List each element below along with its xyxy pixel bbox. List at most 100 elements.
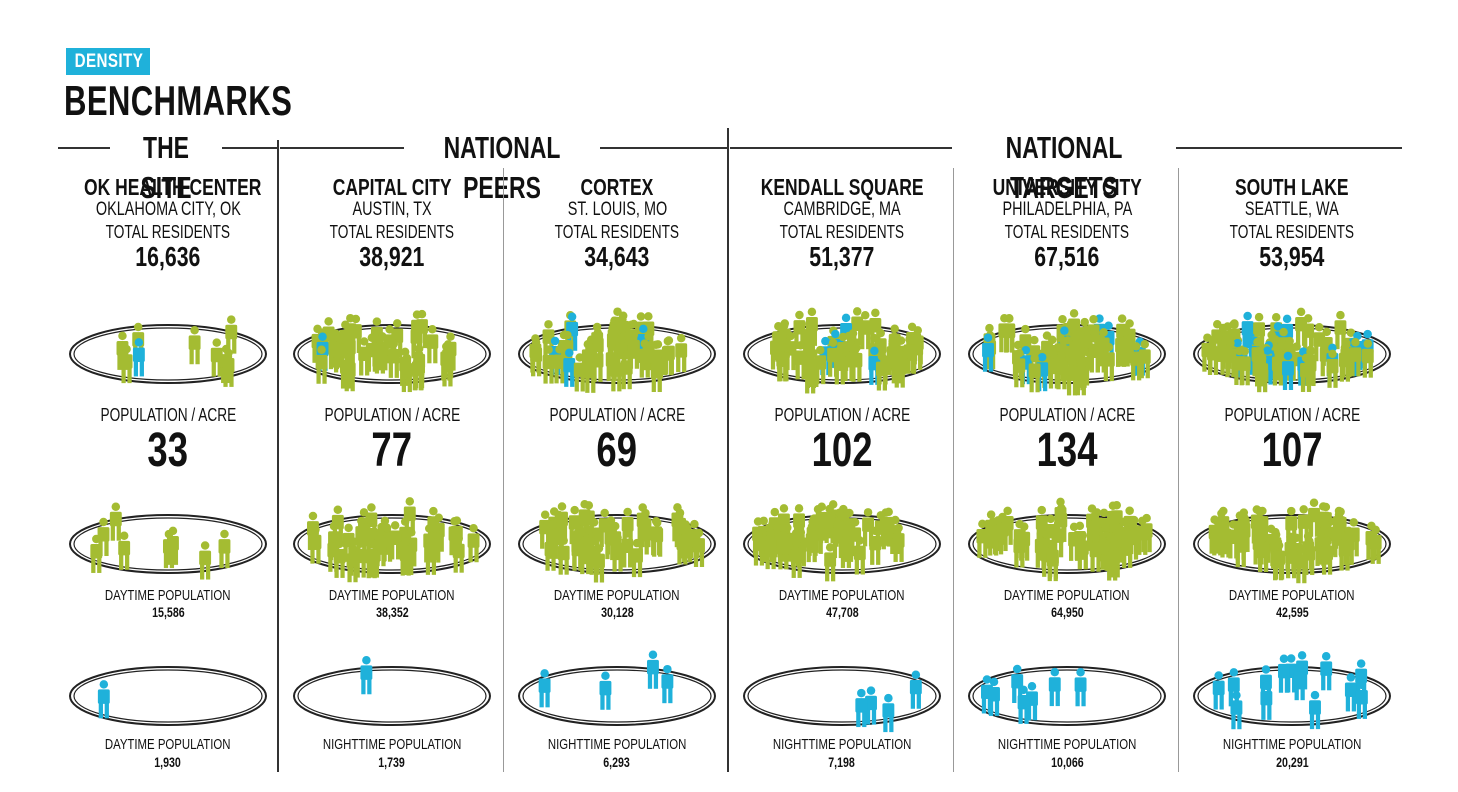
person-icon	[621, 507, 634, 546]
residents-label: TOTAL RESIDENTS	[329, 222, 455, 242]
column-separator	[953, 168, 954, 772]
benchmark-column: KENDALL SQUARE CAMBRIDGE, MA TOTAL RESIDEN…	[730, 168, 954, 778]
person-icon	[905, 335, 917, 374]
person-icon	[875, 352, 888, 391]
person-icon	[1017, 685, 1030, 724]
residents-value: 16,636	[135, 241, 201, 272]
site-ellipse-inner	[972, 669, 1162, 723]
site-ellipse	[743, 666, 941, 726]
column-name: CORTEX	[580, 174, 654, 200]
person-icon	[1295, 544, 1308, 584]
person-icon	[346, 543, 359, 583]
divider-rule	[280, 147, 410, 149]
person-icon	[804, 355, 817, 394]
person-icon	[859, 310, 872, 350]
stat2-label: NIGHTTIME POPULATION	[997, 736, 1137, 753]
person-icon	[557, 536, 570, 575]
stat1-label: DAYTIME POPULATION	[329, 587, 455, 604]
person-icon	[855, 688, 868, 728]
stat1-label: DAYTIME POPULATION	[1004, 587, 1130, 604]
person-icon	[118, 531, 131, 570]
person-icon	[222, 348, 235, 387]
person-icon	[1300, 353, 1312, 392]
density-value: 77	[371, 424, 413, 477]
person-icon	[538, 669, 551, 708]
person-icon	[1052, 519, 1065, 558]
site-ellipse-inner	[73, 327, 263, 381]
person-icon	[387, 339, 400, 378]
density-value: 134	[1036, 424, 1098, 477]
person-icon	[982, 333, 994, 372]
person-icon	[1136, 516, 1149, 555]
column-name: KENDALL SQUARE	[760, 174, 924, 200]
person-icon	[399, 537, 412, 576]
person-icon	[893, 349, 906, 388]
nighttime-crowd	[1193, 651, 1391, 730]
person-icon	[909, 670, 922, 709]
daytime-crowd	[1193, 498, 1391, 584]
person-icon	[805, 523, 818, 563]
person-icon	[1234, 528, 1247, 568]
benchmark-column: CORTEX ST. LOUIS, MO TOTAL RESIDENTS 34,643…	[505, 168, 729, 778]
person-icon	[1013, 349, 1026, 388]
density-value: 33	[147, 424, 189, 477]
density-label: POPULATION / ACRE	[549, 405, 685, 425]
residents-label: TOTAL RESIDENTS	[105, 222, 231, 242]
column-separator	[503, 168, 504, 772]
person-icon	[1089, 533, 1102, 572]
benchmark-column: OK HEALTH CENTER OKLAHOMA CITY, OK TOTAL R…	[56, 168, 280, 778]
density-value: 69	[596, 424, 638, 477]
stat1-label: DAYTIME POPULATION	[779, 587, 905, 604]
person-icon	[579, 535, 592, 575]
stat2-label: NIGHTTIME POPULATION	[322, 736, 462, 753]
person-icon	[343, 352, 356, 392]
person-icon	[676, 526, 689, 565]
residents-crowd	[1193, 307, 1391, 393]
stat2-label: DAYTIME POPULATION	[105, 736, 231, 753]
site-ellipse-inner	[297, 669, 487, 723]
person-icon	[1130, 342, 1143, 381]
person-icon	[1076, 531, 1089, 570]
residents-label: TOTAL RESIDENTS	[1004, 222, 1130, 242]
benchmark-column: CAPITAL CITY AUSTIN, TX TOTAL RESIDENTS 38,…	[280, 168, 504, 778]
person-icon	[1355, 680, 1368, 719]
column-name: CAPITAL CITY	[332, 174, 452, 200]
residents-label: TOTAL RESIDENTS	[1229, 222, 1355, 242]
site-ellipse	[518, 666, 716, 726]
person-icon	[1326, 349, 1339, 388]
site-ellipse	[293, 666, 491, 726]
person-icon	[426, 325, 439, 364]
person-icon	[647, 650, 659, 689]
residents-crowd	[743, 307, 941, 394]
person-icon	[777, 531, 790, 570]
person-icon	[1048, 667, 1061, 707]
person-icon	[882, 693, 895, 733]
site-ellipse-inner	[73, 517, 263, 571]
person-icon	[360, 656, 373, 695]
person-icon	[1271, 347, 1284, 386]
person-icon	[661, 336, 674, 376]
person-icon	[1107, 501, 1119, 540]
stat2-label: NIGHTTIME POPULATION	[772, 736, 912, 753]
residents-crowd	[69, 315, 267, 387]
person-icon	[1338, 532, 1351, 571]
person-icon	[1121, 529, 1134, 568]
person-icon	[1302, 314, 1315, 353]
person-icon	[1293, 661, 1306, 701]
stat2-value: 6,293	[603, 754, 631, 770]
person-icon	[1028, 354, 1041, 393]
site-ellipse	[968, 666, 1166, 726]
person-icon	[573, 353, 586, 392]
person-icon	[1349, 338, 1362, 377]
divider-rule	[730, 147, 958, 149]
person-icon	[1238, 347, 1251, 386]
site-ellipse-inner	[522, 669, 712, 723]
person-icon	[530, 338, 543, 377]
residents-value: 34,643	[584, 241, 650, 272]
residents-crowd	[518, 307, 716, 393]
person-icon	[637, 516, 650, 555]
person-icon	[553, 345, 566, 384]
nighttime-crowd	[518, 650, 716, 726]
person-icon	[1278, 654, 1290, 693]
person-icon	[199, 541, 212, 580]
